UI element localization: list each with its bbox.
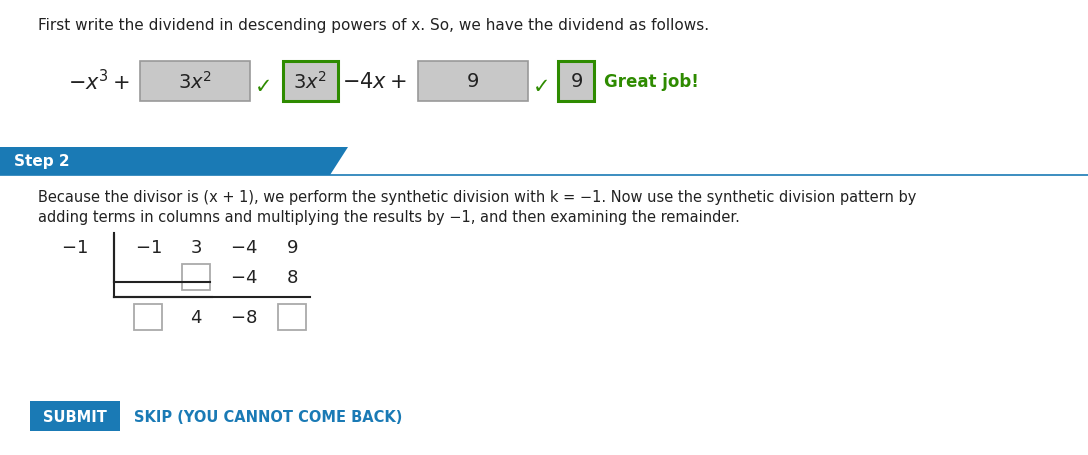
Text: $9$: $9$	[286, 238, 298, 257]
FancyBboxPatch shape	[182, 264, 210, 290]
Text: SUBMIT: SUBMIT	[44, 410, 107, 425]
Text: adding terms in columns and multiplying the results by −1, and then examining th: adding terms in columns and multiplying …	[38, 210, 740, 224]
FancyBboxPatch shape	[134, 304, 162, 330]
FancyBboxPatch shape	[30, 401, 120, 431]
FancyBboxPatch shape	[283, 62, 338, 102]
Text: Great job!: Great job!	[604, 73, 698, 91]
Text: $-4$: $-4$	[231, 268, 258, 286]
Text: $4$: $4$	[189, 308, 202, 326]
FancyBboxPatch shape	[0, 148, 330, 176]
Text: SKIP (YOU CANNOT COME BACK): SKIP (YOU CANNOT COME BACK)	[134, 410, 403, 425]
Text: Because the divisor is (x + 1), we perform the synthetic division with k = −1. N: Because the divisor is (x + 1), we perfo…	[38, 190, 916, 205]
Text: $8$: $8$	[286, 268, 298, 286]
Text: Step 2: Step 2	[14, 154, 70, 169]
Text: First write the dividend in descending powers of x. So, we have the dividend as : First write the dividend in descending p…	[38, 18, 709, 33]
Text: $3x^2$: $3x^2$	[178, 71, 212, 93]
Polygon shape	[330, 148, 348, 176]
Text: $- 4x +$: $- 4x +$	[342, 72, 407, 92]
Text: $9$: $9$	[467, 73, 480, 91]
Text: $3x^2$: $3x^2$	[294, 71, 327, 93]
FancyBboxPatch shape	[558, 62, 594, 102]
Text: $9$: $9$	[569, 73, 582, 91]
Text: $-1$: $-1$	[135, 238, 161, 257]
FancyBboxPatch shape	[418, 62, 528, 102]
FancyBboxPatch shape	[279, 304, 306, 330]
FancyBboxPatch shape	[140, 62, 250, 102]
Text: $-8$: $-8$	[231, 308, 258, 326]
Text: $-x^3 +$: $-x^3 +$	[67, 69, 131, 94]
Text: ✓: ✓	[256, 77, 273, 97]
Text: $-1$: $-1$	[61, 238, 88, 257]
Text: ✓: ✓	[533, 77, 551, 97]
Text: $3$: $3$	[190, 238, 202, 257]
Text: $-4$: $-4$	[231, 238, 258, 257]
